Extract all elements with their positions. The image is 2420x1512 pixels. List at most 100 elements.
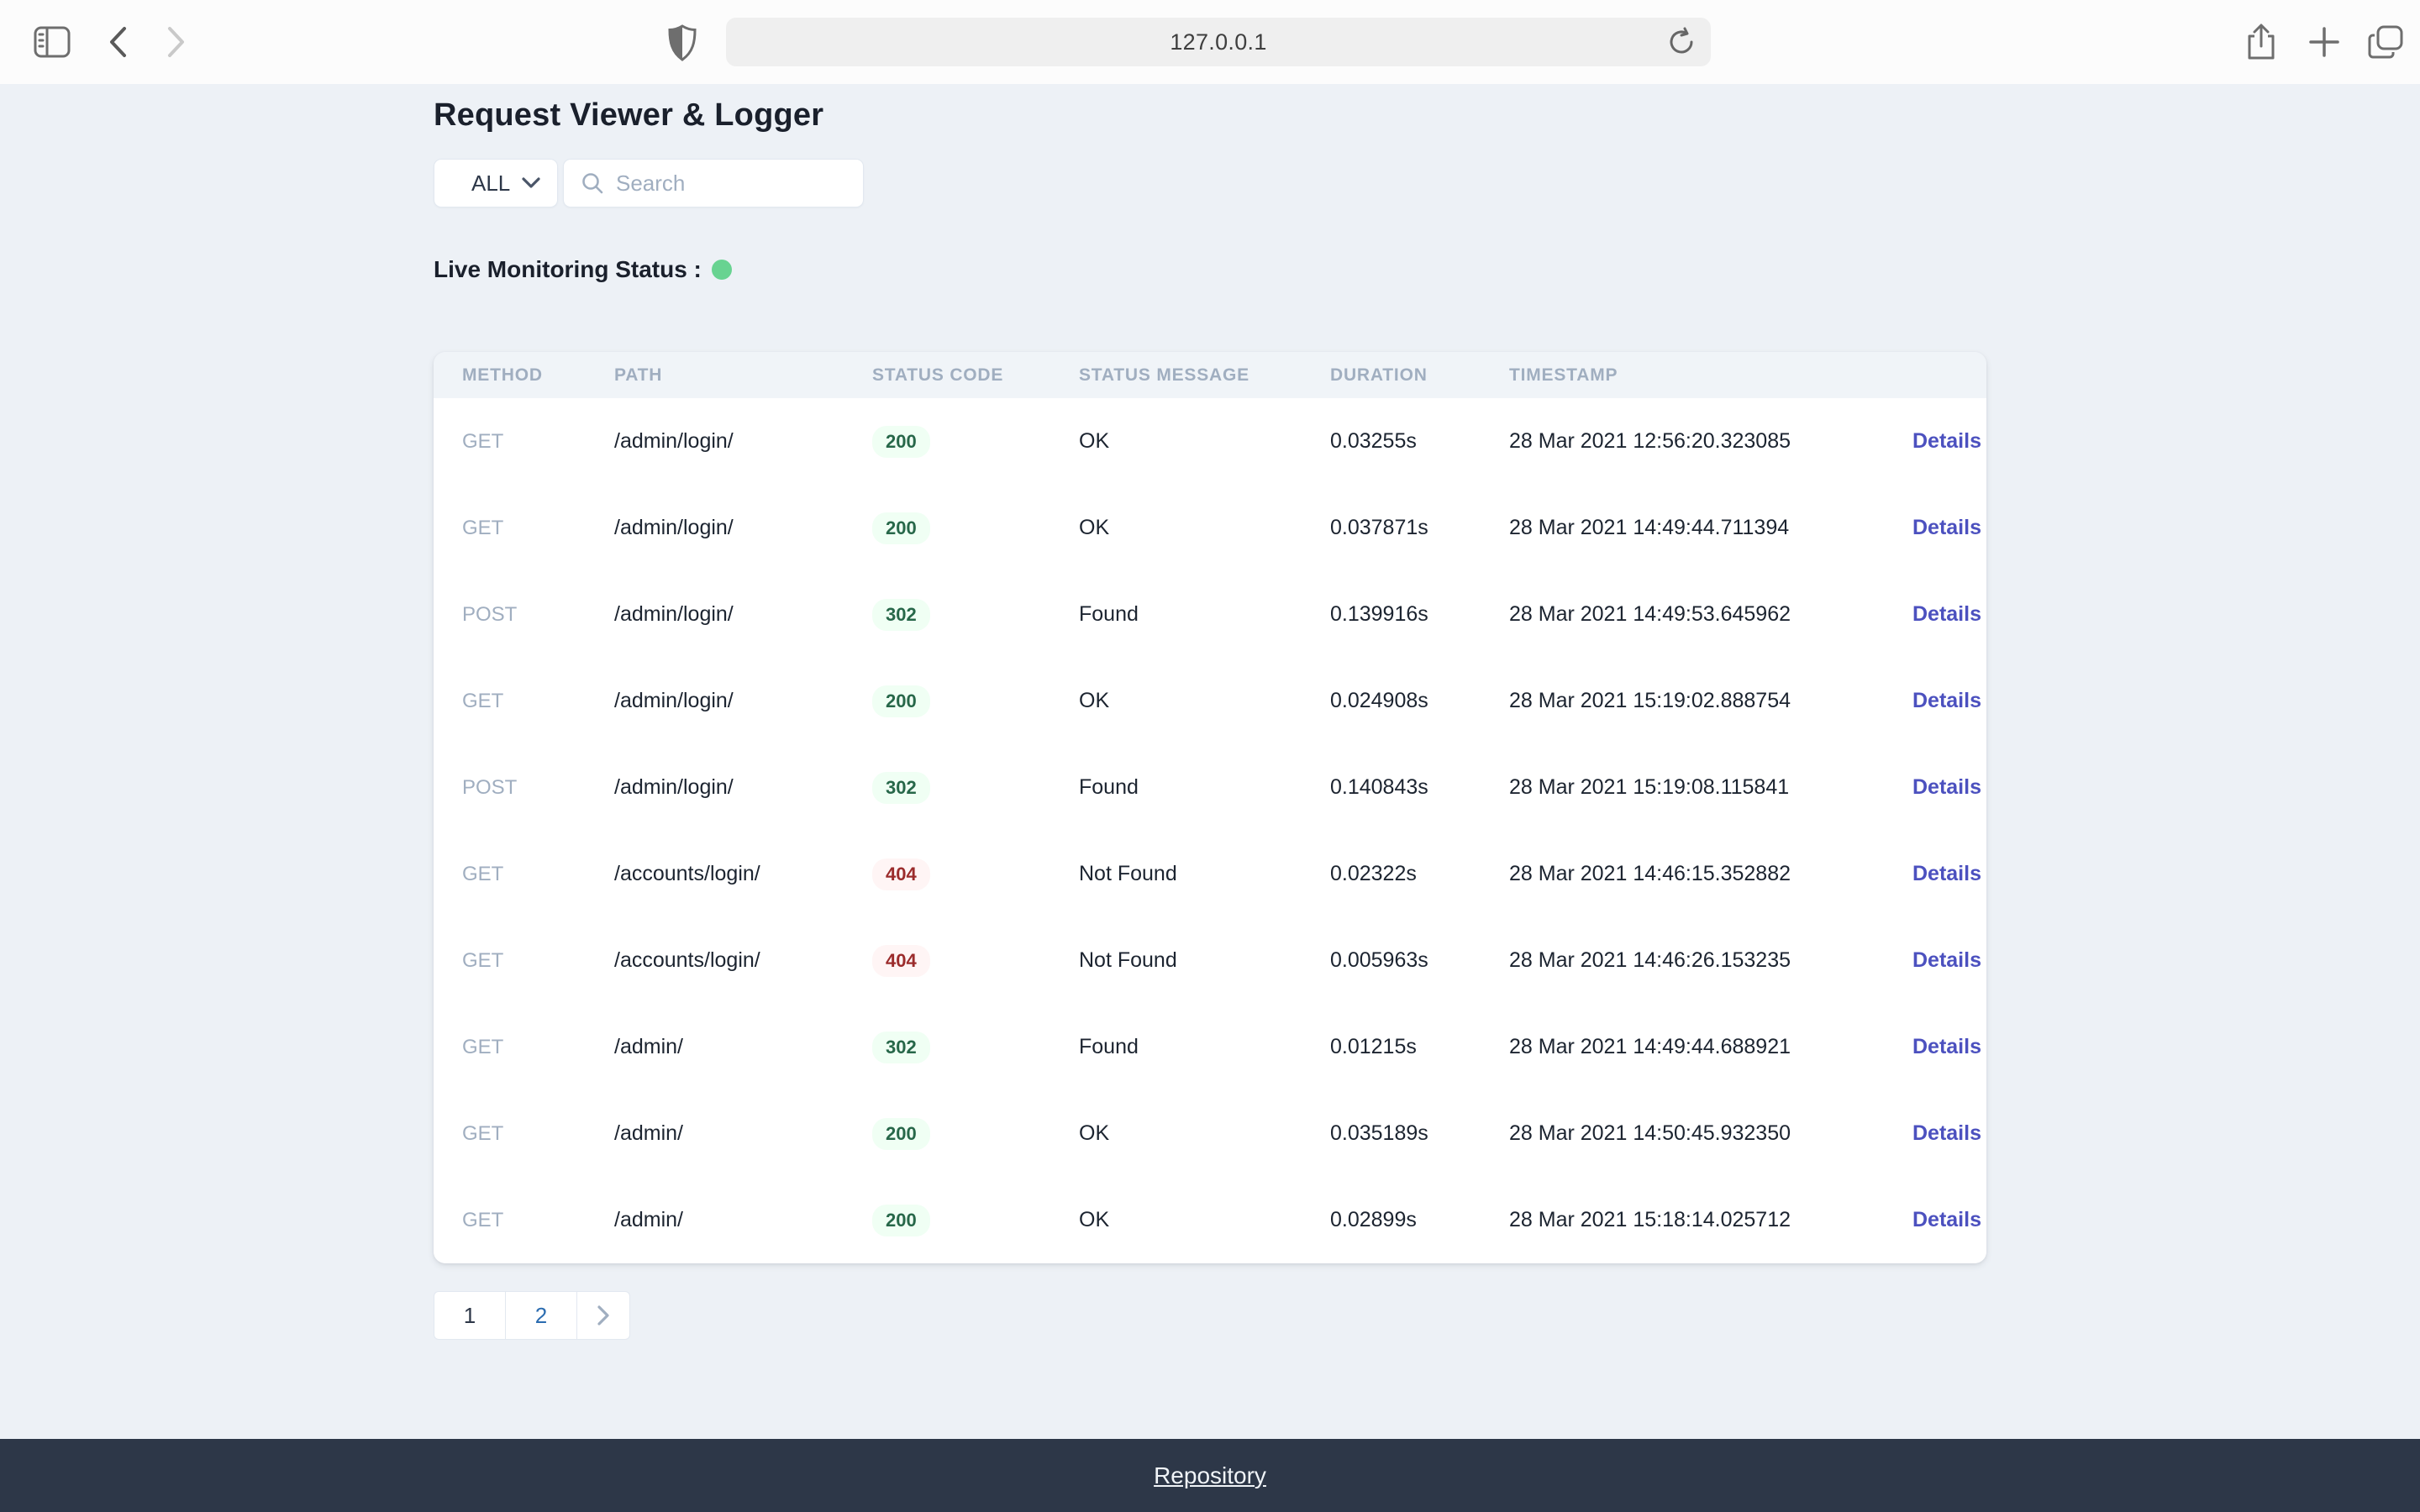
status-message-cell: OK bbox=[1079, 516, 1110, 539]
table-header-row: METHOD PATH STATUS CODE STATUS MESSAGE D… bbox=[434, 352, 1986, 398]
status-code-badge: 200 bbox=[872, 512, 930, 544]
reload-icon[interactable] bbox=[1664, 24, 1699, 60]
forward-icon[interactable] bbox=[161, 24, 192, 60]
live-monitoring-label: Live Monitoring Status : bbox=[434, 256, 702, 282]
duration-cell: 0.024908s bbox=[1330, 689, 1428, 712]
status-code-cell: 302 bbox=[872, 1004, 1079, 1090]
share-icon[interactable] bbox=[2242, 22, 2281, 62]
method-cell: POST bbox=[462, 775, 518, 799]
timestamp-cell: 28 Mar 2021 14:49:44.711394 bbox=[1509, 516, 1790, 539]
table-row: POST /admin/login/ 302 Found 0.140843s 2… bbox=[434, 744, 1986, 831]
timestamp-cell: 28 Mar 2021 14:50:45.932350 bbox=[1509, 1121, 1791, 1145]
back-icon[interactable] bbox=[103, 24, 133, 60]
path-cell: /admin/login/ bbox=[614, 689, 734, 712]
status-code-cell: 404 bbox=[872, 831, 1079, 917]
status-code-badge: 200 bbox=[872, 1204, 930, 1236]
status-code-cell: 404 bbox=[872, 917, 1079, 1004]
table-row: GET /admin/login/ 200 OK 0.037871s 28 Ma… bbox=[434, 485, 1986, 571]
path-cell: /admin/login/ bbox=[614, 602, 734, 626]
status-dot bbox=[711, 260, 732, 280]
timestamp-cell: 28 Mar 2021 15:18:14.025712 bbox=[1509, 1208, 1791, 1231]
search-icon bbox=[581, 171, 604, 195]
details-link[interactable]: Details bbox=[1912, 429, 1981, 453]
chevron-right-icon bbox=[597, 1305, 609, 1326]
page-title: Request Viewer & Logger bbox=[434, 97, 824, 133]
status-code-badge: 200 bbox=[872, 1117, 930, 1150]
header-duration: DURATION bbox=[1330, 365, 1428, 385]
method-cell: GET bbox=[462, 429, 504, 453]
timestamp-cell: 28 Mar 2021 14:46:26.153235 bbox=[1509, 948, 1791, 972]
header-method: METHOD bbox=[462, 365, 543, 385]
method-cell: GET bbox=[462, 948, 504, 972]
table-row: GET /admin/login/ 200 OK 0.024908s 28 Ma… bbox=[434, 658, 1986, 744]
status-code-cell: 200 bbox=[872, 1090, 1079, 1177]
method-filter-select[interactable]: ALL bbox=[434, 159, 558, 207]
timestamp-cell: 28 Mar 2021 14:49:44.688921 bbox=[1509, 1035, 1791, 1058]
path-cell: /admin/login/ bbox=[614, 429, 734, 453]
method-cell: GET bbox=[462, 516, 504, 539]
duration-cell: 0.005963s bbox=[1330, 948, 1428, 972]
live-monitoring-status: Live Monitoring Status : bbox=[434, 256, 1986, 283]
table-row: GET /admin/ 200 OK 0.035189s 28 Mar 2021… bbox=[434, 1090, 1986, 1177]
duration-cell: 0.02322s bbox=[1330, 862, 1417, 885]
pagination-page-2[interactable]: 2 bbox=[505, 1291, 577, 1340]
search-input[interactable] bbox=[616, 170, 850, 197]
method-cell: GET bbox=[462, 1208, 504, 1231]
privacy-shield-icon[interactable] bbox=[666, 24, 699, 62]
pagination-next-button[interactable] bbox=[576, 1291, 630, 1340]
details-link[interactable]: Details bbox=[1912, 516, 1981, 539]
status-code-badge: 302 bbox=[872, 598, 930, 631]
timestamp-cell: 28 Mar 2021 15:19:08.115841 bbox=[1509, 775, 1790, 799]
table-row: GET /admin/ 200 OK 0.02899s 28 Mar 2021 … bbox=[434, 1177, 1986, 1263]
status-message-cell: Found bbox=[1079, 1035, 1139, 1058]
page-footer: Repository bbox=[0, 1439, 2420, 1512]
pagination-page-1[interactable]: 1 bbox=[434, 1291, 506, 1340]
status-message-cell: OK bbox=[1079, 689, 1110, 712]
new-tab-icon[interactable] bbox=[2306, 24, 2343, 60]
status-message-cell: OK bbox=[1079, 1208, 1110, 1231]
status-code-cell: 302 bbox=[872, 744, 1079, 831]
address-bar[interactable]: 127.0.0.1 bbox=[726, 18, 1711, 66]
sidebar-toggle-icon[interactable] bbox=[34, 25, 71, 59]
table-row: GET /accounts/login/ 404 Not Found 0.005… bbox=[434, 917, 1986, 1004]
method-filter-value: ALL bbox=[471, 170, 511, 196]
header-status-message: STATUS MESSAGE bbox=[1079, 365, 1249, 385]
header-path: PATH bbox=[614, 365, 663, 385]
search-box bbox=[563, 159, 864, 207]
status-code-badge: 200 bbox=[872, 425, 930, 458]
timestamp-cell: 28 Mar 2021 14:46:15.352882 bbox=[1509, 862, 1791, 885]
status-code-cell: 302 bbox=[872, 571, 1079, 658]
details-link[interactable]: Details bbox=[1912, 775, 1981, 799]
status-code-badge: 404 bbox=[872, 944, 930, 977]
duration-cell: 0.139916s bbox=[1330, 602, 1428, 626]
repository-link[interactable]: Repository bbox=[1154, 1462, 1266, 1488]
duration-cell: 0.01215s bbox=[1330, 1035, 1417, 1058]
method-cell: GET bbox=[462, 1035, 504, 1058]
status-code-badge: 302 bbox=[872, 771, 930, 804]
details-link[interactable]: Details bbox=[1912, 862, 1981, 885]
status-code-cell: 200 bbox=[872, 398, 1079, 485]
details-link[interactable]: Details bbox=[1912, 1208, 1981, 1231]
tab-overview-icon[interactable] bbox=[2366, 24, 2405, 60]
status-code-badge: 404 bbox=[872, 858, 930, 890]
method-cell: GET bbox=[462, 689, 504, 712]
details-link[interactable]: Details bbox=[1912, 602, 1981, 626]
details-link[interactable]: Details bbox=[1912, 1121, 1981, 1145]
status-message-cell: Not Found bbox=[1079, 948, 1177, 972]
page-body: Request Viewer & Logger ALL bbox=[0, 84, 2420, 1439]
table-row: POST /admin/login/ 302 Found 0.139916s 2… bbox=[434, 571, 1986, 658]
path-cell: /admin/ bbox=[614, 1121, 683, 1145]
details-link[interactable]: Details bbox=[1912, 689, 1981, 712]
table-row: GET /admin/login/ 200 OK 0.03255s 28 Mar… bbox=[434, 398, 1986, 485]
header-timestamp: TIMESTAMP bbox=[1509, 365, 1618, 385]
header-details bbox=[1912, 352, 1986, 398]
status-code-badge: 302 bbox=[872, 1031, 930, 1063]
table-row: GET /admin/ 302 Found 0.01215s 28 Mar 20… bbox=[434, 1004, 1986, 1090]
browser-toolbar: 127.0.0.1 bbox=[0, 0, 2420, 84]
timestamp-cell: 28 Mar 2021 12:56:20.323085 bbox=[1509, 429, 1791, 453]
status-code-cell: 200 bbox=[872, 658, 1079, 744]
details-link[interactable]: Details bbox=[1912, 948, 1981, 972]
method-cell: GET bbox=[462, 862, 504, 885]
details-link[interactable]: Details bbox=[1912, 1035, 1981, 1058]
